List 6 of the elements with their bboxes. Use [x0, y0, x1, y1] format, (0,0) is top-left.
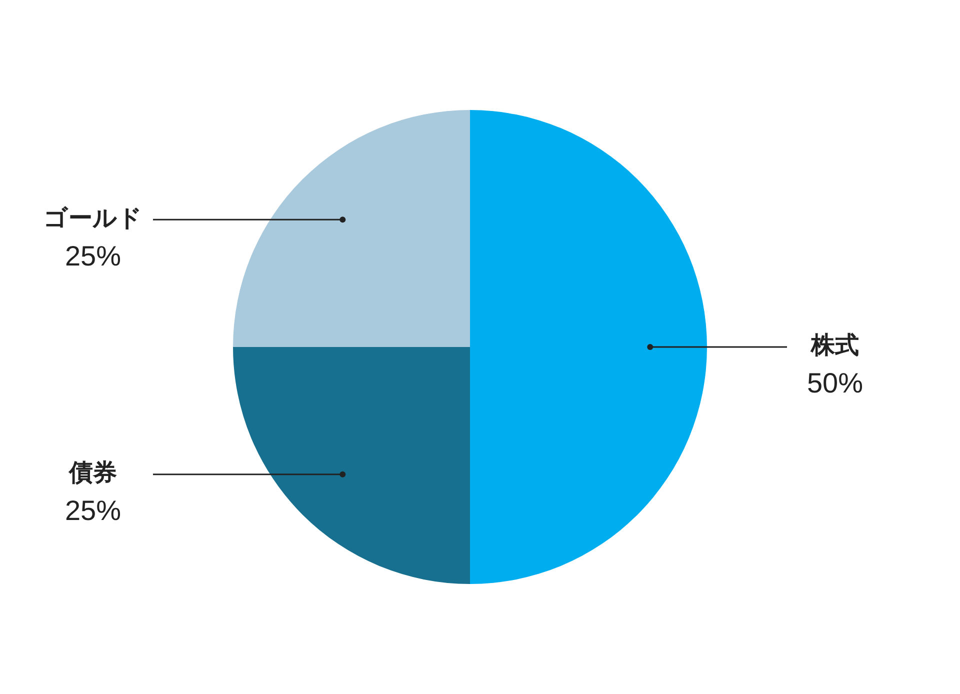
- slice-label: ゴールド: [44, 204, 142, 232]
- slice-label: 株式: [810, 331, 859, 360]
- data-label: 50%: [806, 368, 864, 399]
- data-label: 25%: [64, 240, 122, 272]
- slice-label: 債券: [68, 458, 117, 487]
- data-label: 25%: [64, 495, 122, 526]
